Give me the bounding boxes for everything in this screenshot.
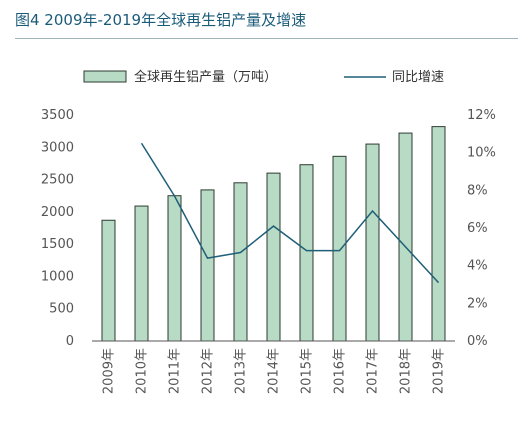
- y-right-tick-label: 6%: [467, 221, 488, 236]
- title-divider: [15, 38, 518, 39]
- bar: [398, 132, 413, 342]
- legend-bar-swatch: [83, 70, 127, 83]
- y-left-tick-label: 1500: [41, 237, 74, 252]
- y-right-tick-label: 0%: [467, 334, 488, 349]
- bar: [134, 205, 149, 342]
- bar: [332, 155, 347, 342]
- x-tick-label: 2012年: [201, 348, 216, 394]
- x-tick-label: 2015年: [300, 348, 315, 394]
- y-left-tick-label: 1000: [41, 269, 74, 284]
- bar: [200, 189, 215, 342]
- y-right-tick-label: 8%: [467, 183, 488, 198]
- figure-title: 图4 2009年-2019年全球再生铝产量及增速: [15, 11, 307, 29]
- bar: [233, 182, 248, 342]
- x-tick-label: 2016年: [333, 348, 348, 394]
- x-tick-label: 2010年: [135, 348, 150, 394]
- bar: [101, 219, 116, 342]
- bar: [266, 172, 281, 342]
- y-right-tick-label: 2%: [467, 296, 488, 311]
- x-tick-label: 2014年: [267, 348, 282, 394]
- growth-line: [140, 142, 440, 284]
- y-left-tick-label: 2500: [41, 173, 74, 188]
- bar: [431, 126, 446, 342]
- legend-bar-label: 全球再生铝产量（万吨）: [134, 69, 277, 85]
- y-left-tick-label: 3000: [41, 140, 74, 155]
- bar: [365, 143, 380, 342]
- legend-line-label: 同比增速: [392, 70, 444, 85]
- x-tick-label: 2019年: [432, 348, 447, 394]
- y-right-tick-label: 12%: [467, 108, 496, 123]
- x-tick-label: 2009年: [102, 348, 117, 394]
- x-tick-label: 2017年: [366, 348, 381, 394]
- bar: [167, 195, 182, 342]
- x-tick-label: 2011年: [168, 348, 183, 394]
- y-left-tick-label: 500: [49, 302, 74, 317]
- x-tick-label: 2018年: [399, 348, 414, 394]
- y-right-tick-label: 4%: [467, 259, 488, 274]
- y-left-tick-label: 3500: [41, 108, 74, 123]
- bar: [299, 164, 314, 342]
- y-right-tick-label: 10%: [467, 146, 496, 161]
- y-left-tick-label: 0: [66, 334, 74, 349]
- y-left-tick-label: 2000: [41, 205, 74, 220]
- x-tick-label: 2013年: [234, 348, 249, 394]
